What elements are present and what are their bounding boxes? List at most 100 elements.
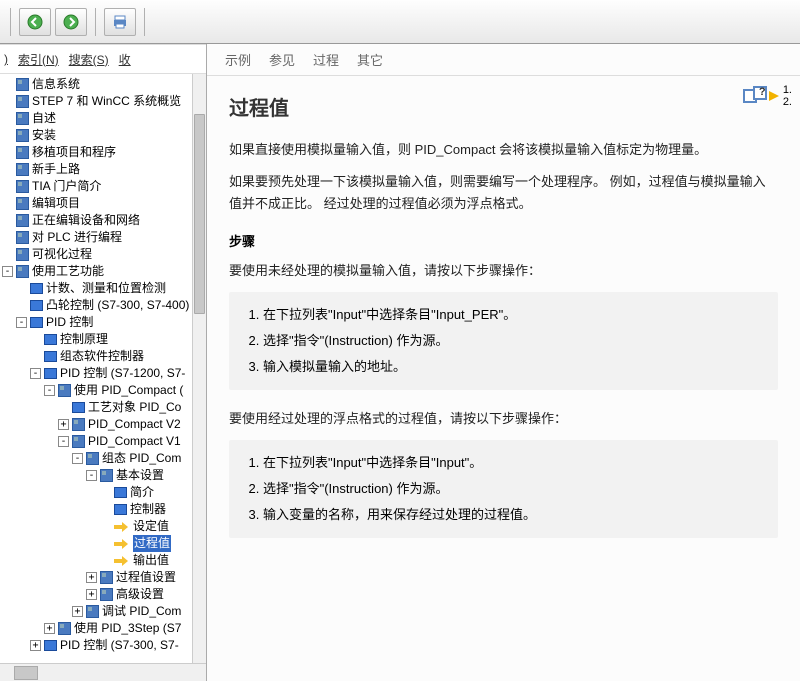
collapse-icon[interactable]: - (44, 385, 55, 396)
tree-row[interactable]: - 使用 PID_Compact ( (2, 382, 192, 399)
tree-label[interactable]: 过程值 (133, 535, 171, 552)
tree-label[interactable]: TIA 门户简介 (32, 178, 101, 195)
collapse-icon[interactable]: - (16, 317, 27, 328)
tree-label[interactable]: 高级设置 (116, 586, 164, 603)
tree-label[interactable]: 组态软件控制器 (60, 348, 144, 365)
tree-row[interactable]: 编辑项目 (2, 195, 192, 212)
tree-row[interactable]: 工艺对象 PID_Co (2, 399, 192, 416)
scrollbar-thumb[interactable] (194, 114, 205, 314)
tree-label[interactable]: 对 PLC 进行编程 (32, 229, 122, 246)
collapse-icon[interactable]: - (86, 470, 97, 481)
topic-tree[interactable]: 信息系统STEP 7 和 WinCC 系统概览自述安装移植项目和程序新手上路TI… (0, 74, 192, 654)
tree-row[interactable]: 信息系统 (2, 76, 192, 93)
tree-label[interactable]: 正在编辑设备和网络 (32, 212, 140, 229)
tab-seealso[interactable]: 参见 (269, 44, 295, 75)
tree-label[interactable]: PID 控制 (S7-1200, S7- (60, 365, 185, 382)
collapse-icon[interactable]: - (58, 436, 69, 447)
tree-label[interactable]: 安装 (32, 127, 56, 144)
tree-label[interactable]: 输出值 (133, 552, 169, 569)
tree-row[interactable]: - PID 控制 (S7-1200, S7- (2, 365, 192, 382)
expand-icon[interactable]: + (86, 589, 97, 600)
nav-tab-index[interactable]: 索引(N) (18, 51, 59, 68)
tab-process[interactable]: 过程 (313, 44, 339, 75)
collapse-icon[interactable]: - (2, 266, 13, 277)
tree-label[interactable]: PID 控制 (S7-300, S7- (60, 637, 179, 654)
print-button[interactable] (104, 8, 136, 36)
tree-row[interactable]: 正在编辑设备和网络 (2, 212, 192, 229)
tree-row[interactable]: + 使用 PID_3Step (S7 (2, 620, 192, 637)
tree-label[interactable]: 自述 (32, 110, 56, 127)
tree-label[interactable]: 基本设置 (116, 467, 164, 484)
tree-row[interactable]: 过程值 (2, 535, 192, 552)
forward-button[interactable] (55, 8, 87, 36)
nav-tab-fav[interactable]: 收 (119, 51, 131, 68)
back-button[interactable] (19, 8, 51, 36)
tree-row[interactable]: + PID 控制 (S7-300, S7- (2, 637, 192, 654)
expand-icon[interactable]: + (30, 640, 41, 651)
tree-label[interactable]: 可视化过程 (32, 246, 92, 263)
tree-row[interactable]: 移植项目和程序 (2, 144, 192, 161)
book-icon (114, 504, 127, 515)
tree-row[interactable]: 设定值 (2, 518, 192, 535)
tab-example[interactable]: 示例 (225, 44, 251, 75)
tree-label[interactable]: 工艺对象 PID_Co (88, 399, 181, 416)
tree-row[interactable]: 计数、测量和位置检测 (2, 280, 192, 297)
collapse-icon[interactable]: - (72, 453, 83, 464)
topic-nav-icon[interactable]: ? 1. 2. (743, 84, 792, 108)
tree-label[interactable]: 组态 PID_Com (102, 450, 181, 467)
tree-row[interactable]: 控制原理 (2, 331, 192, 348)
tree-row[interactable]: TIA 门户简介 (2, 178, 192, 195)
tree-label[interactable]: PID_Compact V1 (88, 433, 181, 450)
tree-row[interactable]: 输出值 (2, 552, 192, 569)
tree-label[interactable]: 信息系统 (32, 76, 80, 93)
tree-label[interactable]: 使用工艺功能 (32, 263, 104, 280)
tree-row[interactable]: 新手上路 (2, 161, 192, 178)
tree-row[interactable]: + 调试 PID_Com (2, 603, 192, 620)
tree-row[interactable]: 安装 (2, 127, 192, 144)
tree-label[interactable]: 控制原理 (60, 331, 108, 348)
book-icon (44, 334, 57, 345)
tree-row[interactable]: 自述 (2, 110, 192, 127)
expand-icon[interactable]: + (58, 419, 69, 430)
expand-icon[interactable]: + (72, 606, 83, 617)
tree-row[interactable]: 简介 (2, 484, 192, 501)
tree-label[interactable]: 移植项目和程序 (32, 144, 116, 161)
tree-row[interactable]: - PID_Compact V1 (2, 433, 192, 450)
tree-label[interactable]: PID 控制 (46, 314, 93, 331)
expand-icon[interactable]: + (86, 572, 97, 583)
tree-label[interactable]: 凸轮控制 (S7-300, S7-400) (46, 297, 189, 314)
tree-row[interactable]: - 使用工艺功能 (2, 263, 192, 280)
tree-row[interactable]: - 基本设置 (2, 467, 192, 484)
tree-label[interactable]: 控制器 (130, 501, 166, 518)
nav-tab-search[interactable]: 搜索(S) (69, 51, 109, 68)
tree-row[interactable]: - PID 控制 (2, 314, 192, 331)
tree-label[interactable]: 调试 PID_Com (102, 603, 181, 620)
tree-row[interactable]: 控制器 (2, 501, 192, 518)
tree-label[interactable]: 使用 PID_3Step (S7 (74, 620, 181, 637)
tree-row[interactable]: 组态软件控制器 (2, 348, 192, 365)
tree-label[interactable]: PID_Compact V2 (88, 416, 181, 433)
tree-row[interactable]: 可视化过程 (2, 246, 192, 263)
horizontal-scrollbar[interactable] (14, 666, 192, 680)
collapse-icon[interactable]: - (30, 368, 41, 379)
tree-row[interactable]: 对 PLC 进行编程 (2, 229, 192, 246)
expand-icon[interactable]: + (44, 623, 55, 634)
tree-label[interactable]: 计数、测量和位置检测 (46, 280, 166, 297)
nav-tab-partial[interactable]: ) (4, 52, 8, 66)
tree-label[interactable]: 新手上路 (32, 161, 80, 178)
tree-row[interactable]: STEP 7 和 WinCC 系统概览 (2, 93, 192, 110)
tree-label[interactable]: 过程值设置 (116, 569, 176, 586)
tree-label[interactable]: 设定值 (133, 518, 169, 535)
tree-label[interactable]: 简介 (130, 484, 154, 501)
tree-row[interactable]: + 过程值设置 (2, 569, 192, 586)
tree-label[interactable]: 使用 PID_Compact ( (74, 382, 183, 399)
tab-other[interactable]: 其它 (357, 44, 383, 75)
tree-label[interactable]: 编辑项目 (32, 195, 80, 212)
tree-row[interactable]: + PID_Compact V2 (2, 416, 192, 433)
tree-row[interactable]: - 组态 PID_Com (2, 450, 192, 467)
tree-row[interactable]: + 高级设置 (2, 586, 192, 603)
tree-row[interactable]: 凸轮控制 (S7-300, S7-400) (2, 297, 192, 314)
tree-label[interactable]: STEP 7 和 WinCC 系统概览 (32, 93, 181, 110)
vertical-scrollbar[interactable] (192, 74, 206, 663)
scrollbar-thumb[interactable] (14, 666, 38, 680)
